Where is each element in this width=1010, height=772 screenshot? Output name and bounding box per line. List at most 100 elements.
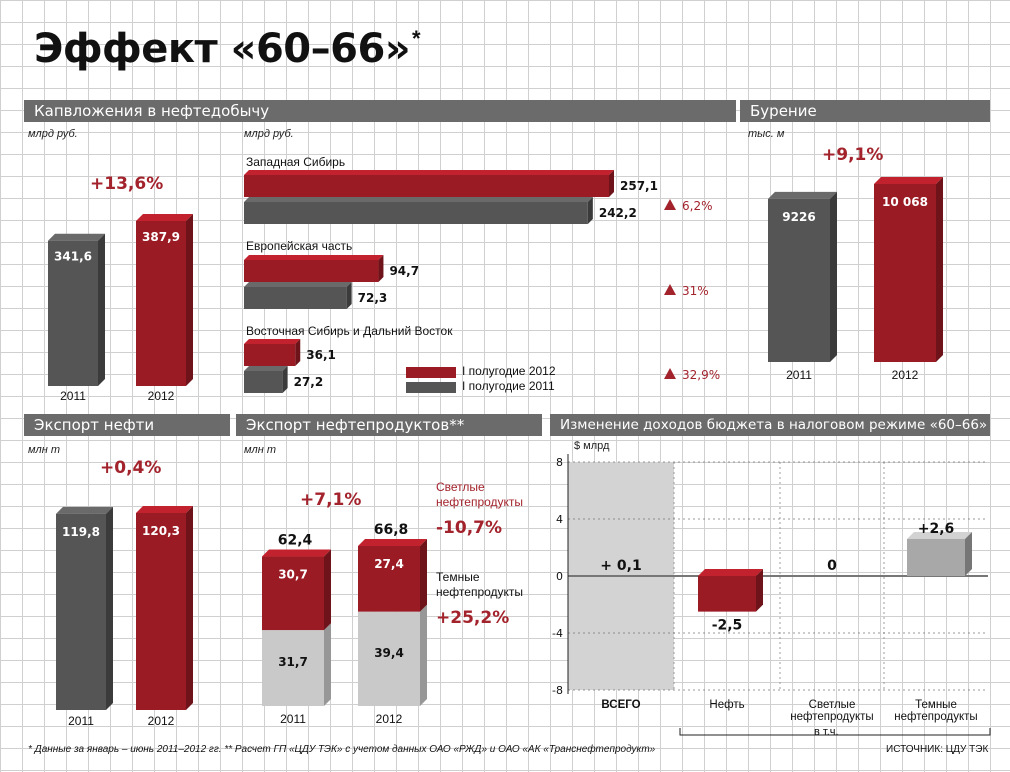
budget-category-2-line-1: нефтепродукты <box>790 711 873 723</box>
products-total-label-2012: 66,8 <box>374 522 409 538</box>
legend-2011-label: I полугодие 2011 <box>462 379 555 393</box>
region-bar-2012-0-top <box>244 170 614 175</box>
capex-bar-2011-side <box>98 233 105 386</box>
oil-export-bar-2011 <box>56 513 106 710</box>
drilling-year-2012: 2012 <box>892 368 919 382</box>
budget-ytick--8: -8 <box>552 684 563 697</box>
products-year-2012: 2012 <box>376 712 403 726</box>
region-bar-2011-2-top <box>244 366 288 371</box>
oil-export-change: +0,4% <box>100 458 162 478</box>
light-products-change: -10,7% <box>436 518 503 538</box>
budget-category-3-line-0: Темные <box>915 699 957 711</box>
drilling-bar-2012-top <box>874 177 943 184</box>
drilling-bar-2011-top <box>768 191 837 199</box>
region-change-2: 32,9% <box>682 368 720 382</box>
drilling-bar-2011 <box>768 198 830 362</box>
drilling-bar-2012-side <box>936 177 943 362</box>
budget-bar-3 <box>907 538 965 576</box>
products-total-label-2011: 62,4 <box>278 533 313 549</box>
dark-products-label-2: нефтепродукты <box>436 585 524 599</box>
products-export-header: Экспорт нефтепродуктов** <box>236 414 542 436</box>
footnote: * Данные за январь – июнь 2011–2012 гг. … <box>28 744 656 755</box>
oil-export-bar-2011-top <box>56 506 113 514</box>
products-light-bar-2011 <box>262 556 324 631</box>
oil-export-bar-label-2011: 119,8 <box>62 525 100 539</box>
region-change-arrow-0 <box>664 199 676 210</box>
budget-ytick-0: 0 <box>556 570 563 583</box>
budget-category-2-line-0: Светлые <box>809 699 856 711</box>
budget-ytick-8: 8 <box>556 456 563 469</box>
region-bar-2012-2-side <box>295 339 301 366</box>
products-export-change: +7,1% <box>300 490 362 510</box>
dark-products-change: +25,2% <box>436 608 510 628</box>
region-bar-2011-2-side <box>282 366 288 393</box>
budget-unit: $ млрд <box>574 440 610 452</box>
drilling-unit: тыс. м <box>748 128 785 140</box>
budget-ytick--4: -4 <box>552 627 563 640</box>
oil-export-year-2011: 2011 <box>68 714 94 728</box>
budget-category-1-line-0: Нефть <box>709 699 744 711</box>
legend-2012-swatch <box>406 367 456 378</box>
products-dark-bar-side-2011 <box>324 623 331 706</box>
region-bar-2011-0-top <box>244 197 593 202</box>
drilling-change: +9,1% <box>822 145 884 165</box>
capex-header: Капвложения в нефтедобычу <box>24 100 736 122</box>
budget-value-0: + 0,1 <box>600 558 641 574</box>
light-products-label-2: нефтепродукты <box>436 495 524 509</box>
region-bar-2012-1-side <box>378 255 384 282</box>
region-label-0: Западная Сибирь <box>246 155 345 169</box>
budget-bar-1 <box>698 576 756 612</box>
source: ИСТОЧНИК: ЦДУ ТЭК <box>886 744 989 755</box>
capex-bar-2011 <box>48 240 98 386</box>
region-bar-2011-2 <box>244 371 283 393</box>
legend-2011-swatch <box>406 382 456 393</box>
budget-header: Изменение доходов бюджета в налоговом ре… <box>550 414 990 436</box>
capex-year-2011: 2011 <box>60 389 86 403</box>
capex-bar-2012 <box>136 221 186 386</box>
capex-bar-2012-top <box>136 214 193 221</box>
capex-bar-2011-top <box>48 233 105 241</box>
region-bar-2011-0 <box>244 202 588 224</box>
budget-value-3: +2,6 <box>918 521 955 537</box>
budget-ytick-4: 4 <box>556 513 563 526</box>
products-dark-bar-side-2012 <box>420 604 427 706</box>
light-products-label-1: Светлые <box>436 480 485 494</box>
products-dark-bar-2011 <box>262 630 324 706</box>
region-change-arrow-1 <box>664 284 676 295</box>
region-change-arrow-2 <box>664 368 676 379</box>
region-bar-2012-2 <box>244 344 296 366</box>
region-bar-2012-0-side <box>609 170 614 197</box>
capex-bar-2012-side <box>186 214 193 386</box>
oil-export-bar-2012 <box>136 513 186 710</box>
budget-bar-3-top <box>907 531 972 539</box>
region-value-2012-1: 94,7 <box>389 264 419 278</box>
budget-bar-1-top <box>698 569 763 576</box>
oil-export-bar-2012-top <box>136 506 193 513</box>
budget-value-2: 0 <box>827 558 837 574</box>
region-label-1: Европейская часть <box>246 239 352 253</box>
drilling-year-2011: 2011 <box>786 368 812 382</box>
drilling-bar-2012 <box>874 184 936 362</box>
region-bar-2012-2-top <box>244 339 301 344</box>
region-bar-2011-0-side <box>587 197 593 224</box>
capex-bar-label-2011: 341,6 <box>54 250 92 264</box>
products-export-unit: млн т <box>244 444 277 456</box>
capex-unit-left: млрд руб. <box>28 128 78 140</box>
budget-bar-1-side <box>756 569 763 612</box>
region-bar-2012-1 <box>244 260 379 282</box>
budget-bar-3-side <box>965 531 972 576</box>
products-light-label-2012: 27,4 <box>374 557 404 571</box>
region-bar-2012-0 <box>244 175 609 197</box>
products-dark-label-2012: 39,4 <box>374 646 404 660</box>
budget-bracket <box>679 728 991 736</box>
products-light-label-2011: 30,7 <box>278 568 308 582</box>
products-light-bar-2011-side <box>324 549 331 631</box>
region-bar-2012-1-top <box>244 255 384 260</box>
products-light-bar-2012 <box>358 546 420 612</box>
budget-category-3-line-1: нефтепродукты <box>894 711 977 723</box>
products-light-bar-2012-top <box>358 539 427 546</box>
drilling-bar-label-2012: 10 068 <box>882 195 928 209</box>
region-bar-2011-1 <box>244 287 347 309</box>
products-dark-bar-2012 <box>358 611 420 706</box>
